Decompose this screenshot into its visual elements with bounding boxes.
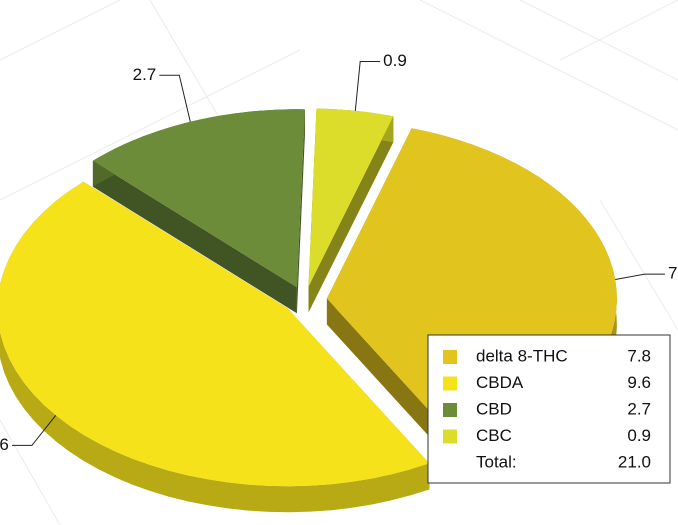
pie <box>0 108 617 513</box>
leader-line <box>354 61 381 111</box>
legend: delta 8-THC 7.8 CBDA 9.6 CBD 2.7 CBC 0.9 Total: 2… <box>427 334 671 484</box>
slice <box>0 181 430 487</box>
data-label: 0.9 <box>383 51 407 70</box>
legend-label: delta 8-THC <box>476 346 568 365</box>
legend-label: CBC <box>476 426 512 445</box>
legend-swatch <box>443 350 457 364</box>
data-label: 7.8 <box>668 264 678 283</box>
legend-value: 0.9 <box>627 426 651 445</box>
legend-label: CBDA <box>476 373 524 392</box>
slice-radial-side <box>92 160 297 314</box>
legend-swatch <box>443 429 457 444</box>
slice <box>92 109 305 288</box>
legend-value: 9.6 <box>627 373 651 392</box>
data-labels: 0.9 2.7 7.8 9.6 <box>0 51 678 454</box>
leader-line <box>11 414 57 446</box>
slice <box>308 108 394 287</box>
data-label: 9.6 <box>0 435 9 454</box>
legend-label: CBD <box>476 399 512 418</box>
data-label: 2.7 <box>133 65 157 84</box>
legend-swatch <box>443 403 457 417</box>
leader-line <box>159 74 191 122</box>
legend-value: 7.8 <box>627 346 651 365</box>
slice-radial-side <box>308 116 394 313</box>
legend-swatch <box>443 376 457 391</box>
legend-total-value: 21.0 <box>618 452 651 471</box>
slice-radial-side <box>296 109 305 314</box>
legend-box <box>427 334 671 484</box>
legend-total-label: Total: <box>476 452 517 471</box>
leader-line <box>615 273 665 280</box>
legend-value: 2.7 <box>627 399 651 418</box>
